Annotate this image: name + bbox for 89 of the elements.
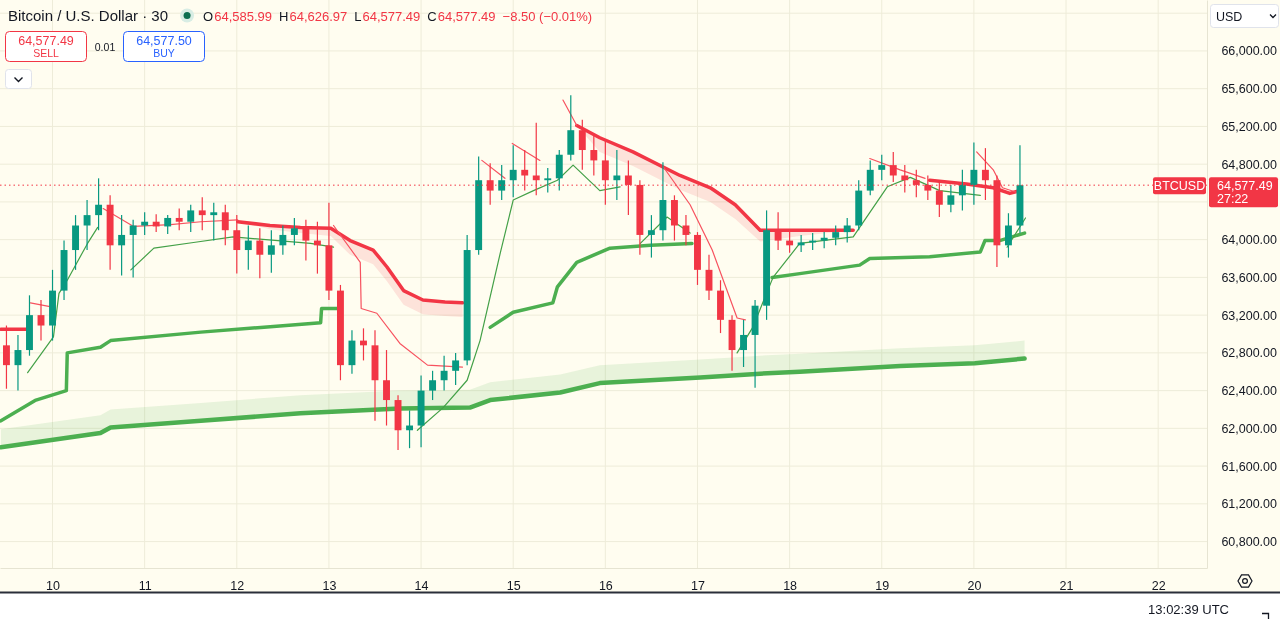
candlestick [198,196,206,231]
candlestick [1004,212,1012,259]
y-tick-label: 62,800.00 [1221,346,1278,361]
annotation: 64,585.99 [214,9,273,24]
annotation: BUY [153,47,175,59]
text: 27:22 [1217,192,1249,207]
x-tick-label: 10 [46,578,61,593]
annotation: 64,577.49 [362,9,421,24]
y-tick-label: 63,200.00 [1221,308,1278,323]
candlestick [37,299,45,342]
x-tick-label: 20 [967,578,982,593]
x-tick-label: 11 [138,578,152,593]
candlestick [452,352,460,386]
candlestick [878,154,886,181]
annotation: 64,577.50 [136,34,192,48]
candlestick [383,349,390,427]
candlestick [164,214,172,235]
annotation: −8.50 (−0.01%) [502,9,593,24]
y-tick-label: 64,000.00 [1221,233,1278,248]
candlestick [256,227,264,279]
annotation: 64,577.49 [437,9,496,24]
x-tick-label: 16 [598,578,613,593]
candlestick [958,169,966,212]
annotation: C [427,9,437,24]
x-tick-label: 17 [691,578,705,593]
candlestick [647,214,655,259]
candlestick [889,151,897,183]
annotation: L [354,9,362,24]
line-series [0,356,1027,450]
candlestick [440,355,448,392]
x-tick-label: 14 [414,578,429,593]
y-tick-label: 65,600.00 [1221,82,1278,97]
text: Bitcoin / U.S. Dollar · 30 [8,7,169,24]
x-tick-label: 13 [322,578,337,593]
y-tick-label: 61,600.00 [1221,459,1278,474]
y-tick-label: 60,800.00 [1221,535,1278,550]
x-tick-label: 22 [1151,578,1166,593]
candlestick [555,149,563,192]
annotation: SELL [33,47,59,59]
candlestick [302,219,310,262]
x-tick-label: 21 [1059,578,1074,593]
candlestick [233,214,241,275]
y-tick-label: 62,000.00 [1221,421,1278,436]
candlestick [221,204,229,246]
annotation: H [279,9,289,24]
annotation: BTCUSD [1153,178,1206,193]
annotation: 0.01 [94,41,116,53]
candlestick [774,211,782,251]
candlestick [498,164,506,201]
x-tick-label: 12 [230,578,245,593]
candlestick [141,211,149,236]
candlestick [947,184,955,213]
candlestick [544,167,552,194]
candlestick [244,224,252,271]
x-tick-label: 15 [506,578,521,593]
candlestick [83,199,91,251]
annotation: O [203,9,214,24]
candlestick [843,217,851,244]
y-tick-label: 63,600.00 [1221,270,1278,285]
y-tick-label: 61,200.00 [1221,497,1278,512]
candlestick [866,159,874,196]
candlestick [279,224,287,256]
y-tick-label: 66,000.00 [1221,44,1278,59]
y-tick-label: 62,400.00 [1221,384,1278,399]
candlestick [175,207,183,231]
x-tick-label: 19 [875,578,890,593]
candlestick [267,229,275,274]
ref-line-label: 64,577.49 [1217,178,1273,193]
candlestick [429,370,437,401]
candlestick [95,177,103,231]
candlestick [509,144,517,198]
candlestick [129,219,137,278]
text: 13:02:39 UTC [1148,602,1229,617]
candlestick [187,204,195,233]
y-tick-label: 65,200.00 [1221,119,1278,134]
candlestick [613,149,621,201]
candlestick [832,224,840,246]
candlestick [210,202,218,242]
y-tick-label: 64,800.00 [1221,157,1278,172]
candlestick [118,214,126,277]
candlestick [970,141,978,206]
candlestick [797,234,805,253]
annotation: 64,577.49 [18,34,74,48]
candlestick [740,319,747,368]
candlestick [290,217,298,246]
text: USD [1216,9,1243,24]
candlestick [590,134,598,177]
annotation: 64,626.97 [289,9,348,24]
x-tick-label: 18 [783,578,798,593]
